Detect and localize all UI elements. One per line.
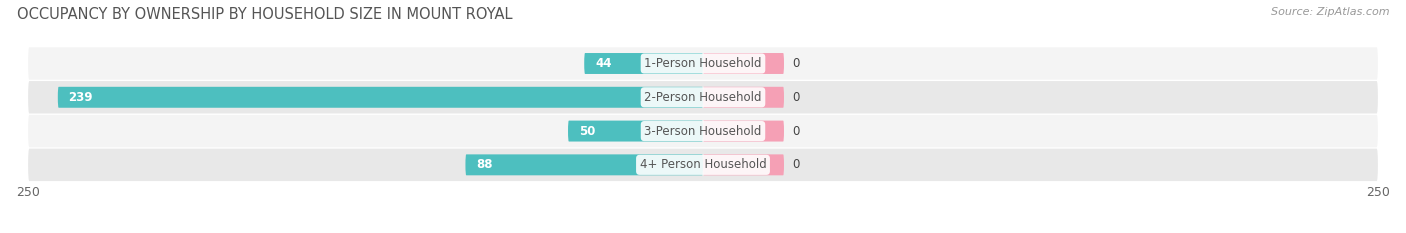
FancyBboxPatch shape (58, 87, 703, 108)
FancyBboxPatch shape (703, 53, 785, 74)
FancyBboxPatch shape (28, 47, 1378, 80)
FancyBboxPatch shape (28, 115, 1378, 147)
Text: 3-Person Household: 3-Person Household (644, 125, 762, 137)
Text: 1-Person Household: 1-Person Household (644, 57, 762, 70)
Text: 50: 50 (579, 125, 595, 137)
FancyBboxPatch shape (568, 121, 703, 141)
Text: Source: ZipAtlas.com: Source: ZipAtlas.com (1271, 7, 1389, 17)
FancyBboxPatch shape (703, 87, 785, 108)
FancyBboxPatch shape (703, 121, 785, 141)
Text: 239: 239 (69, 91, 93, 104)
Text: 0: 0 (792, 57, 800, 70)
Text: 44: 44 (595, 57, 612, 70)
FancyBboxPatch shape (585, 53, 703, 74)
FancyBboxPatch shape (465, 154, 703, 175)
Text: 0: 0 (792, 125, 800, 137)
FancyBboxPatch shape (703, 154, 785, 175)
FancyBboxPatch shape (28, 149, 1378, 181)
Text: 0: 0 (792, 158, 800, 171)
Text: OCCUPANCY BY OWNERSHIP BY HOUSEHOLD SIZE IN MOUNT ROYAL: OCCUPANCY BY OWNERSHIP BY HOUSEHOLD SIZE… (17, 7, 512, 22)
FancyBboxPatch shape (28, 81, 1378, 113)
Text: 4+ Person Household: 4+ Person Household (640, 158, 766, 171)
Text: 2-Person Household: 2-Person Household (644, 91, 762, 104)
Text: 0: 0 (792, 91, 800, 104)
Text: 88: 88 (477, 158, 492, 171)
